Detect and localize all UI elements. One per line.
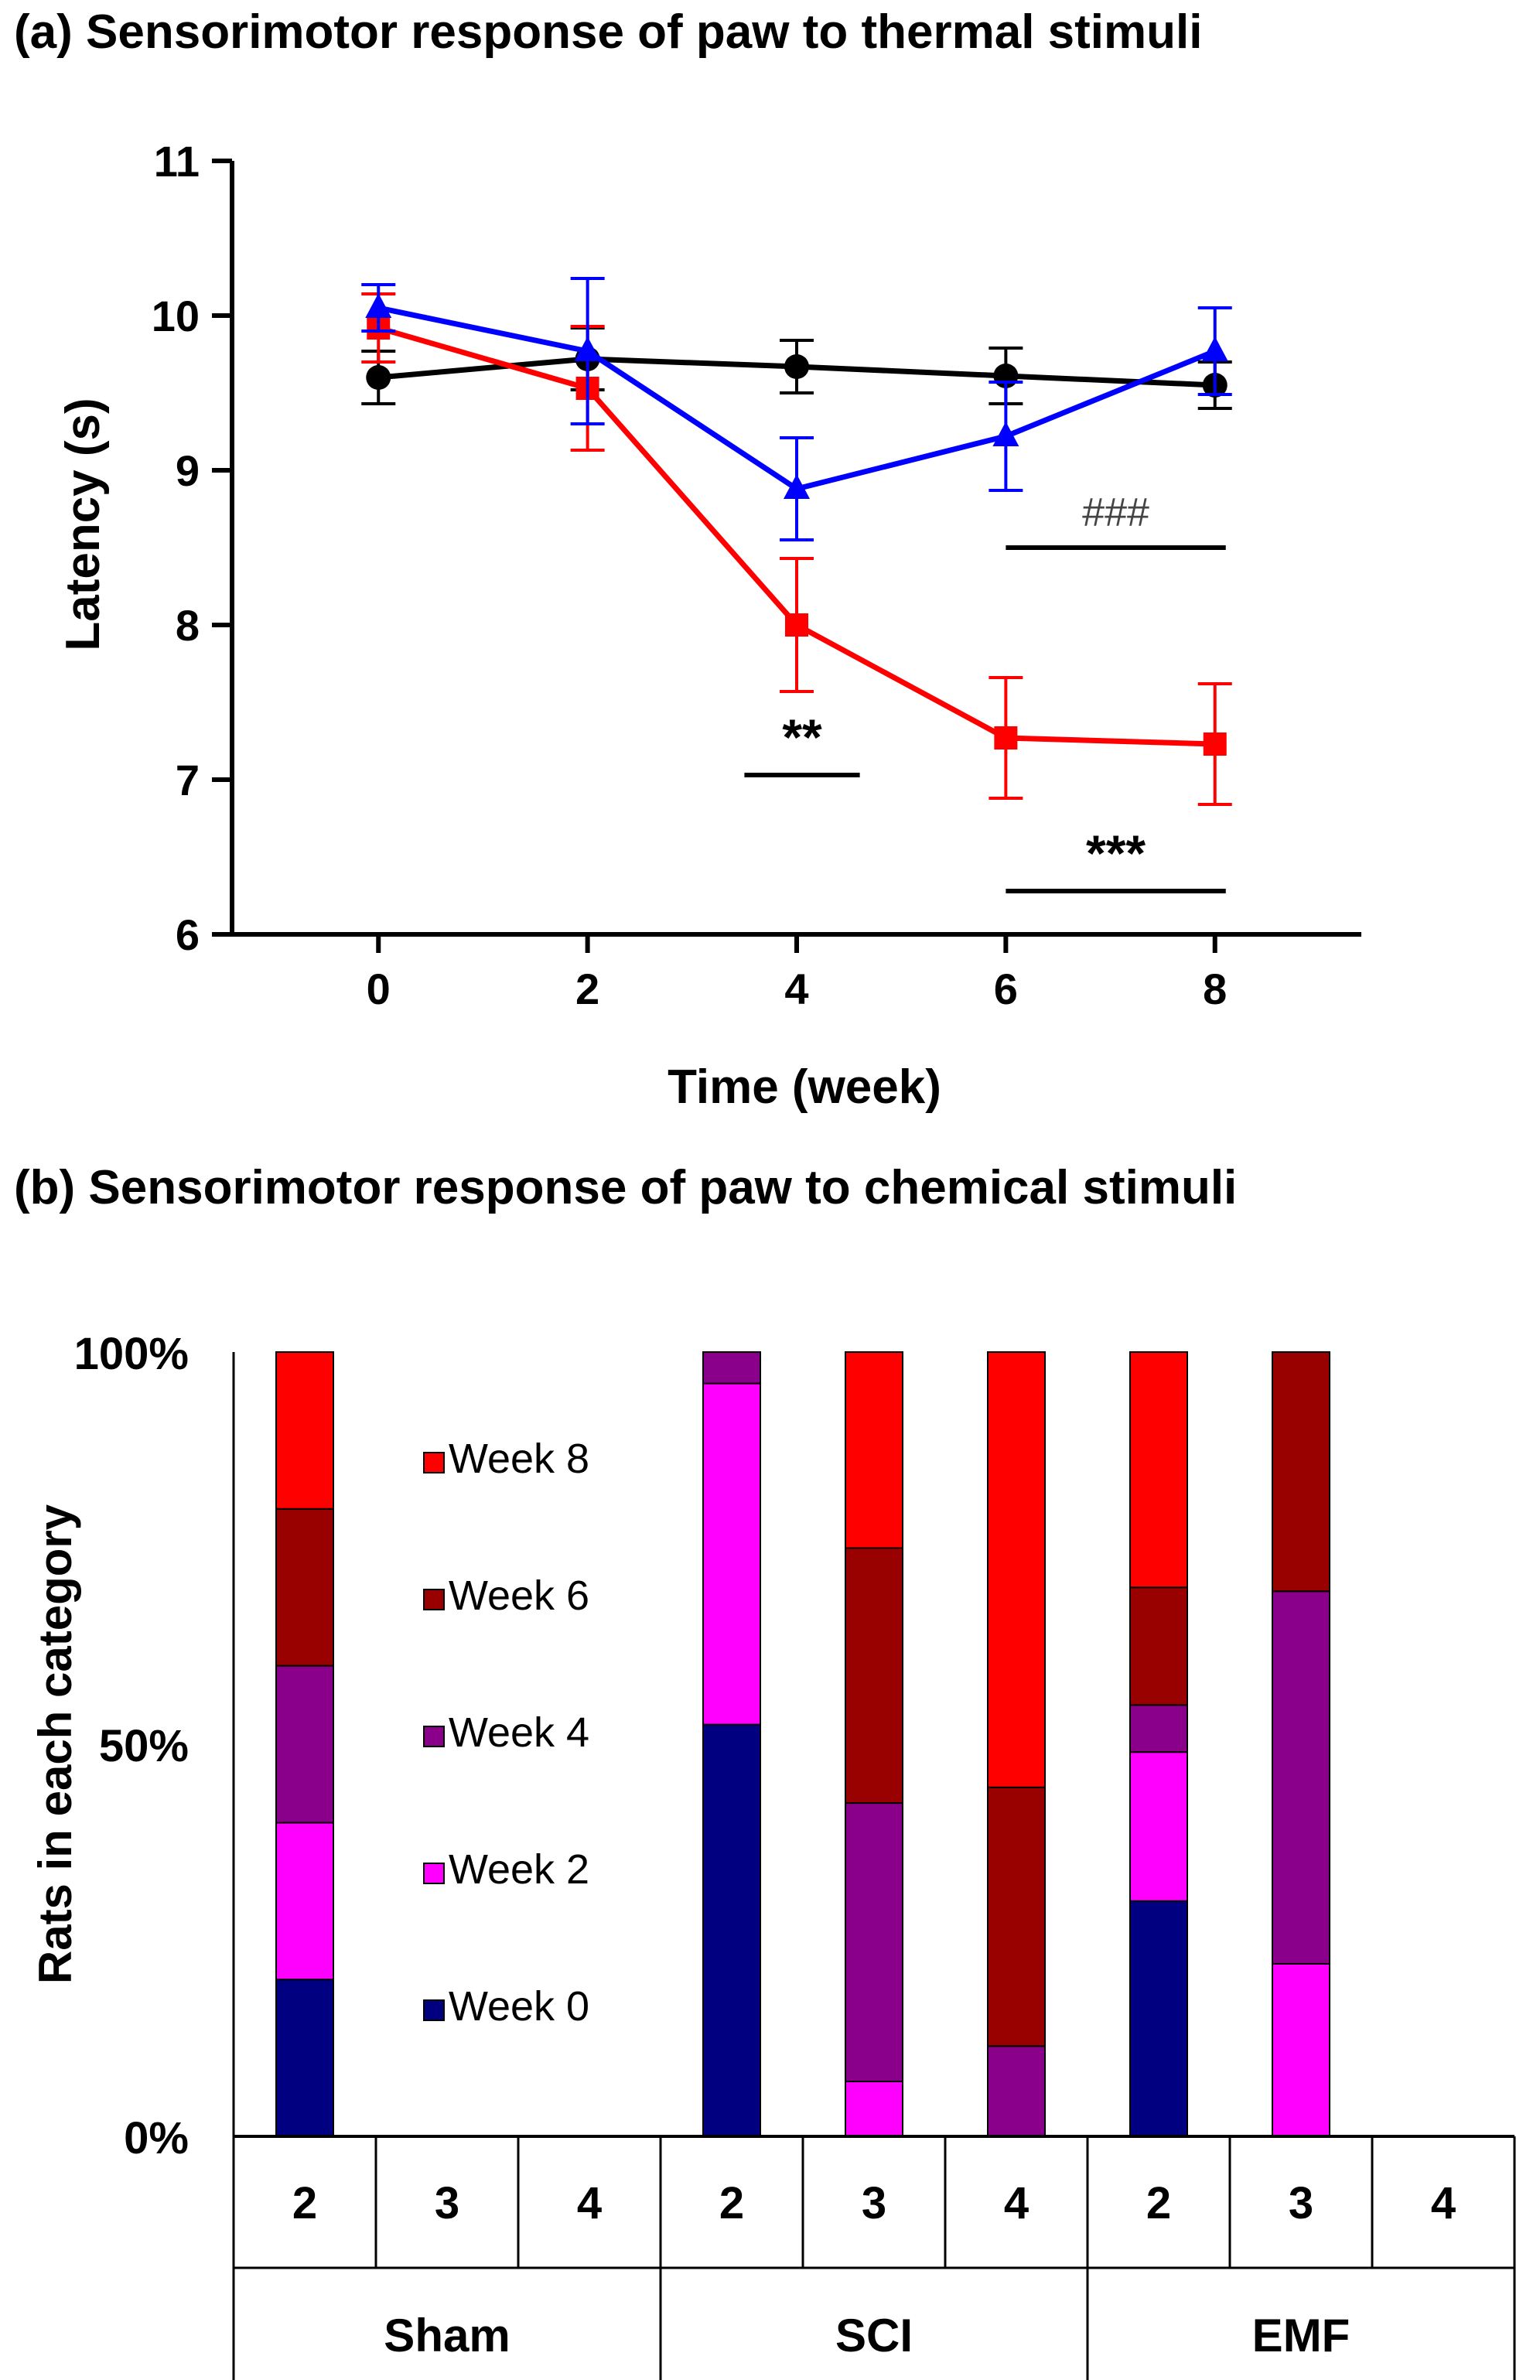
- bar-stack-5: [987, 1351, 1046, 2138]
- data-point: [785, 613, 808, 637]
- bar-segment: [1129, 1704, 1188, 1753]
- data-point: [1201, 336, 1228, 361]
- bar-segment: [1129, 1351, 1188, 1589]
- legend-swatch: [423, 1999, 445, 2021]
- bar-segment: [845, 1547, 903, 1805]
- bar-segment: [275, 1665, 334, 1824]
- y-tick-label: 11: [154, 137, 200, 186]
- group-label: SCI: [835, 2310, 913, 2361]
- bar-stack-3: [702, 1351, 761, 2137]
- category-label: 3: [862, 2178, 886, 2228]
- y-tick-label: 10: [152, 292, 200, 340]
- legend-label: Week 2: [449, 1846, 589, 1893]
- y-tick-label: 50%: [99, 1721, 189, 1771]
- data-point: [784, 354, 809, 379]
- legend-label: Week 4: [449, 1709, 589, 1756]
- data-point: [994, 726, 1018, 750]
- x-tick-label: 8: [1203, 965, 1227, 1013]
- bar-stack-4: [845, 1351, 903, 2138]
- category-label: 2: [719, 2178, 744, 2228]
- bar-segment: [987, 1786, 1046, 2047]
- data-point: [366, 365, 391, 390]
- significance-label: **: [782, 709, 822, 766]
- data-point: [992, 422, 1019, 446]
- bar-stack-0: [275, 1351, 334, 2138]
- y-tick-label: 0%: [124, 2113, 189, 2163]
- group-label: Sham: [384, 2310, 510, 2361]
- x-tick-label: 2: [575, 965, 599, 1013]
- data-point: [574, 336, 601, 361]
- legend-label: Week 6: [449, 1572, 589, 1619]
- y-axis-label: Rats in each category: [29, 1504, 81, 1984]
- series-2: [361, 277, 1232, 541]
- y-tick-label: 7: [176, 756, 200, 804]
- legend-swatch: [423, 1863, 445, 1884]
- y-tick-label: 100%: [74, 1329, 189, 1379]
- data-point: [365, 293, 392, 318]
- bar-segment: [845, 1802, 903, 2083]
- x-tick-label: 0: [367, 965, 391, 1013]
- legend-swatch: [423, 1452, 445, 1473]
- y-tick-label: 9: [176, 446, 200, 495]
- bar-segment: [987, 1351, 1046, 1788]
- panel-a-title: (a) Sensorimotor response of paw to ther…: [14, 5, 1203, 59]
- bar-segment: [845, 2081, 903, 2138]
- y-tick-label: 6: [176, 910, 200, 959]
- chemical-stacked-bar-chart: 0% 50% 100% Rats in each category 2 3 4 2 3 4 2 3 4 S…: [29, 1329, 1516, 2380]
- thermal-latency-line-chart: 6 7 8 9 10 11 0 2 4 6 8 Time (week) Latency (s) ### **…: [56, 137, 1361, 1114]
- bar-stack-6: [1129, 1351, 1188, 2137]
- bar-segment: [1272, 1590, 1330, 1965]
- category-label: 4: [577, 2178, 602, 2228]
- category-label: 4: [1431, 2178, 1456, 2228]
- category-label: 4: [1004, 2178, 1029, 2228]
- category-label: 3: [435, 2178, 459, 2228]
- bar-segment: [1129, 1751, 1188, 1902]
- significance-label: ###: [1082, 490, 1149, 535]
- bar-segment: [275, 1822, 334, 1981]
- y-axis-label: Latency (s): [56, 398, 110, 650]
- category-label: 2: [1146, 2178, 1171, 2228]
- bar-segment: [1272, 1351, 1330, 1593]
- x-axis-label: Time (week): [668, 1060, 941, 1114]
- y-tick-label: 8: [176, 601, 200, 650]
- bar-segment: [275, 1351, 334, 1510]
- x-tick-label: 4: [784, 965, 808, 1013]
- data-point: [784, 474, 810, 499]
- bar-segment: [275, 1508, 334, 1667]
- group-label: EMF: [1252, 2310, 1350, 2361]
- bar-segment: [1129, 1586, 1188, 1706]
- bar-segment: [845, 1351, 903, 1549]
- legend-label: Week 8: [449, 1436, 589, 1482]
- legend-label: Week 0: [449, 1983, 589, 2030]
- bar-segment: [702, 1351, 761, 1385]
- panel-b-title: (b) Sensorimotor response of paw to chem…: [14, 1161, 1238, 1214]
- bar-segment: [1272, 1962, 1330, 2137]
- category-label: 2: [292, 2178, 317, 2228]
- bar-segment: [702, 1723, 761, 2137]
- bar-segment: [275, 1979, 334, 2138]
- category-label: 3: [1289, 2178, 1313, 2228]
- x-tick-label: 6: [994, 965, 1018, 1013]
- legend-swatch: [423, 1589, 445, 1610]
- data-point: [1203, 732, 1227, 756]
- bar-segment: [1129, 1900, 1188, 2137]
- significance-label: ***: [1086, 825, 1146, 882]
- bar-segment: [702, 1382, 761, 1726]
- bar-segment: [987, 2045, 1046, 2138]
- bar-stack-7: [1272, 1351, 1330, 2137]
- legend-swatch: [423, 1726, 445, 1747]
